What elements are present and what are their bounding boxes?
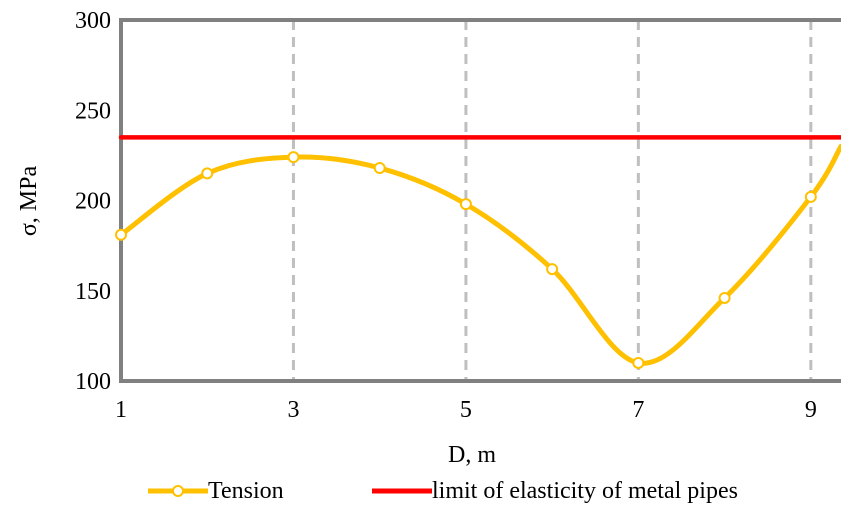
y-tick-label-200: 200 (75, 189, 111, 215)
legend-item-tension: Tension (148, 469, 284, 513)
y-tick-label-250: 250 (75, 98, 111, 124)
data-point-tension-6 (546, 263, 559, 276)
legend-swatch-tension (148, 485, 208, 497)
legend-label-tension: Tension (208, 477, 284, 504)
data-point-tension-5 (459, 198, 472, 211)
data-point-tension-9 (804, 190, 817, 203)
x-tick-label-1: 1 (115, 397, 127, 423)
x-tick-label-5: 5 (460, 397, 472, 423)
x-tick-label-7: 7 (632, 397, 644, 423)
tick-labels: 1 3 5 7 9 100 150 200 250 300 (75, 8, 817, 423)
legend-label-elasticity-limit: limit of elasticity of metal pipes (432, 477, 738, 504)
data-point-tension-1 (115, 228, 127, 241)
y-axis-title: σ, MPa (16, 166, 42, 237)
data-point-tension-8 (718, 291, 731, 304)
x-axis-title: D, m (448, 442, 496, 468)
y-tick-label-100: 100 (75, 369, 111, 395)
x-tick-label-3: 3 (287, 397, 299, 423)
line-chart: 1 3 5 7 9 100 150 200 250 300 D, m σ, MPa (16, 8, 841, 468)
plot-frame (119, 18, 841, 383)
series-lines (118, 135, 841, 366)
legend-swatch-elasticity-limit (372, 488, 432, 494)
y-tick-label-150: 150 (75, 279, 111, 305)
legend: Tension limit of elasticity of metal pip… (0, 469, 841, 513)
legend-item-elasticity-limit: limit of elasticity of metal pipes (372, 469, 738, 513)
x-tick-label-9: 9 (805, 397, 817, 423)
series-line-tension (118, 143, 841, 366)
data-point-tension-4 (373, 162, 386, 175)
data-point-tension-3 (287, 151, 300, 164)
y-tick-label-300: 300 (75, 8, 111, 34)
grid-lines (291, 20, 813, 381)
data-point-tension-2 (201, 167, 214, 180)
series-markers (115, 151, 817, 369)
data-point-tension-7 (632, 356, 645, 369)
